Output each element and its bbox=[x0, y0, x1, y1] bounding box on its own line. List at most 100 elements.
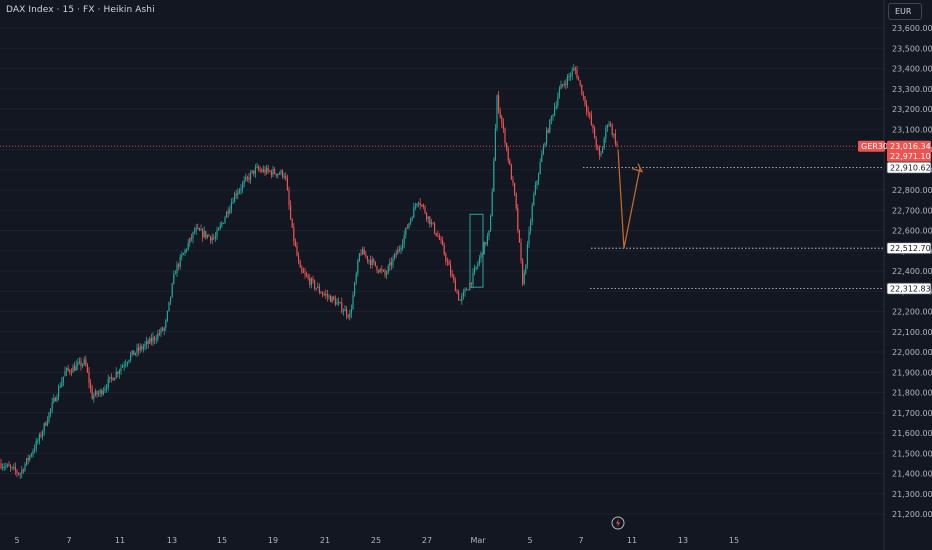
candle-body bbox=[320, 292, 322, 294]
currency-button[interactable]: EUR bbox=[888, 3, 922, 20]
candle-body bbox=[546, 130, 548, 144]
candle-body bbox=[134, 352, 136, 355]
candle-body bbox=[293, 227, 295, 242]
candle-body bbox=[232, 202, 234, 204]
candle-body bbox=[224, 217, 226, 223]
candle-body bbox=[110, 376, 112, 378]
time-axis[interactable]: 5 7 11 13 15 19 21 25 27 Mar 5 7 11 13 15 bbox=[14, 536, 739, 545]
candle-body bbox=[419, 202, 421, 205]
candle-body bbox=[603, 138, 605, 148]
candle-body bbox=[29, 455, 31, 460]
candle-body bbox=[555, 105, 557, 108]
price-tick-label: 22,700.00 bbox=[892, 206, 932, 215]
highlight-box[interactable] bbox=[469, 213, 484, 288]
candle-body bbox=[96, 391, 98, 395]
time-tick-label: Mar bbox=[470, 536, 486, 545]
candle-body bbox=[328, 296, 330, 298]
candle-body bbox=[195, 228, 197, 232]
candle-body bbox=[120, 367, 122, 372]
candle-body bbox=[301, 267, 303, 271]
candle-body bbox=[544, 143, 546, 146]
candle-body bbox=[75, 365, 77, 371]
candle-body bbox=[459, 299, 461, 301]
candle-body bbox=[430, 222, 432, 225]
candle-body bbox=[574, 68, 576, 70]
candle-body bbox=[506, 143, 508, 149]
candle-body bbox=[338, 302, 340, 304]
projection-arrow[interactable] bbox=[617, 149, 641, 249]
candle-body bbox=[512, 179, 514, 183]
candle-body bbox=[352, 295, 354, 310]
candle-body bbox=[525, 264, 527, 273]
candle-body bbox=[613, 133, 615, 135]
candle-body bbox=[565, 84, 567, 86]
candle-body bbox=[51, 402, 53, 409]
candle-body bbox=[270, 171, 272, 176]
candle-body bbox=[496, 95, 498, 129]
candle-body bbox=[131, 350, 133, 355]
candle-body bbox=[2, 467, 4, 469]
candle-body bbox=[117, 371, 119, 374]
candle-body bbox=[605, 127, 607, 139]
candle-body bbox=[42, 431, 44, 437]
candle-body bbox=[288, 190, 290, 206]
candle-body bbox=[59, 386, 61, 388]
candle-body bbox=[461, 295, 463, 301]
candle-body bbox=[606, 125, 608, 128]
candle-body bbox=[264, 169, 266, 174]
time-tick-label: 7 bbox=[578, 536, 583, 545]
candle-body bbox=[221, 223, 223, 226]
candle-body bbox=[104, 388, 106, 391]
candle-body bbox=[427, 216, 429, 219]
candle-body bbox=[486, 236, 488, 245]
candle-body bbox=[21, 469, 23, 474]
candle-body bbox=[226, 211, 228, 218]
candle-body bbox=[277, 173, 279, 176]
candle-body bbox=[230, 202, 232, 210]
lightning-icon[interactable] bbox=[611, 516, 625, 530]
price-tick-label: 21,400.00 bbox=[892, 470, 932, 479]
candle-body bbox=[250, 172, 252, 180]
candle-body bbox=[123, 365, 125, 367]
candle-body bbox=[360, 253, 362, 255]
time-tick-label: 13 bbox=[678, 536, 688, 545]
candle-body bbox=[61, 381, 63, 387]
candle-body bbox=[458, 292, 460, 300]
candle-body bbox=[187, 243, 189, 250]
drawings[interactable] bbox=[0, 145, 884, 290]
candle-body bbox=[501, 117, 503, 124]
candle-body bbox=[374, 261, 376, 266]
candle-body bbox=[237, 192, 239, 196]
candle-body bbox=[534, 184, 536, 195]
candle-body bbox=[371, 259, 373, 265]
candle-body bbox=[240, 188, 242, 191]
price-axis[interactable]: 23,600.00 23,500.00 23,400.00 23,300.00 23,2… bbox=[892, 24, 932, 519]
candle-body bbox=[35, 441, 37, 450]
candle-body bbox=[520, 242, 522, 261]
candle-body bbox=[251, 170, 253, 173]
candle-body bbox=[56, 397, 58, 402]
candle-body bbox=[368, 260, 370, 262]
candle-body bbox=[467, 289, 469, 291]
time-tick-label: 15 bbox=[729, 536, 739, 545]
candle-body bbox=[510, 164, 512, 180]
candle-body bbox=[571, 70, 573, 76]
price-tick-label: 23,300.00 bbox=[892, 85, 932, 94]
candle-body bbox=[562, 84, 564, 86]
candle-body bbox=[323, 294, 325, 296]
candle-body bbox=[504, 128, 506, 144]
candle-body bbox=[102, 390, 104, 395]
candle-body bbox=[278, 173, 280, 175]
candle-body bbox=[112, 377, 114, 381]
candle-body bbox=[579, 80, 581, 85]
symbol-title[interactable]: DAX Index · 15 · FX · Heikin Ashi bbox=[6, 5, 155, 15]
candle-body bbox=[530, 221, 532, 231]
candle-body bbox=[326, 294, 328, 297]
candle-body bbox=[101, 390, 103, 395]
candle-body bbox=[403, 234, 405, 244]
candle-body bbox=[475, 266, 477, 269]
candle-body bbox=[8, 464, 10, 467]
candle-body bbox=[318, 286, 320, 293]
